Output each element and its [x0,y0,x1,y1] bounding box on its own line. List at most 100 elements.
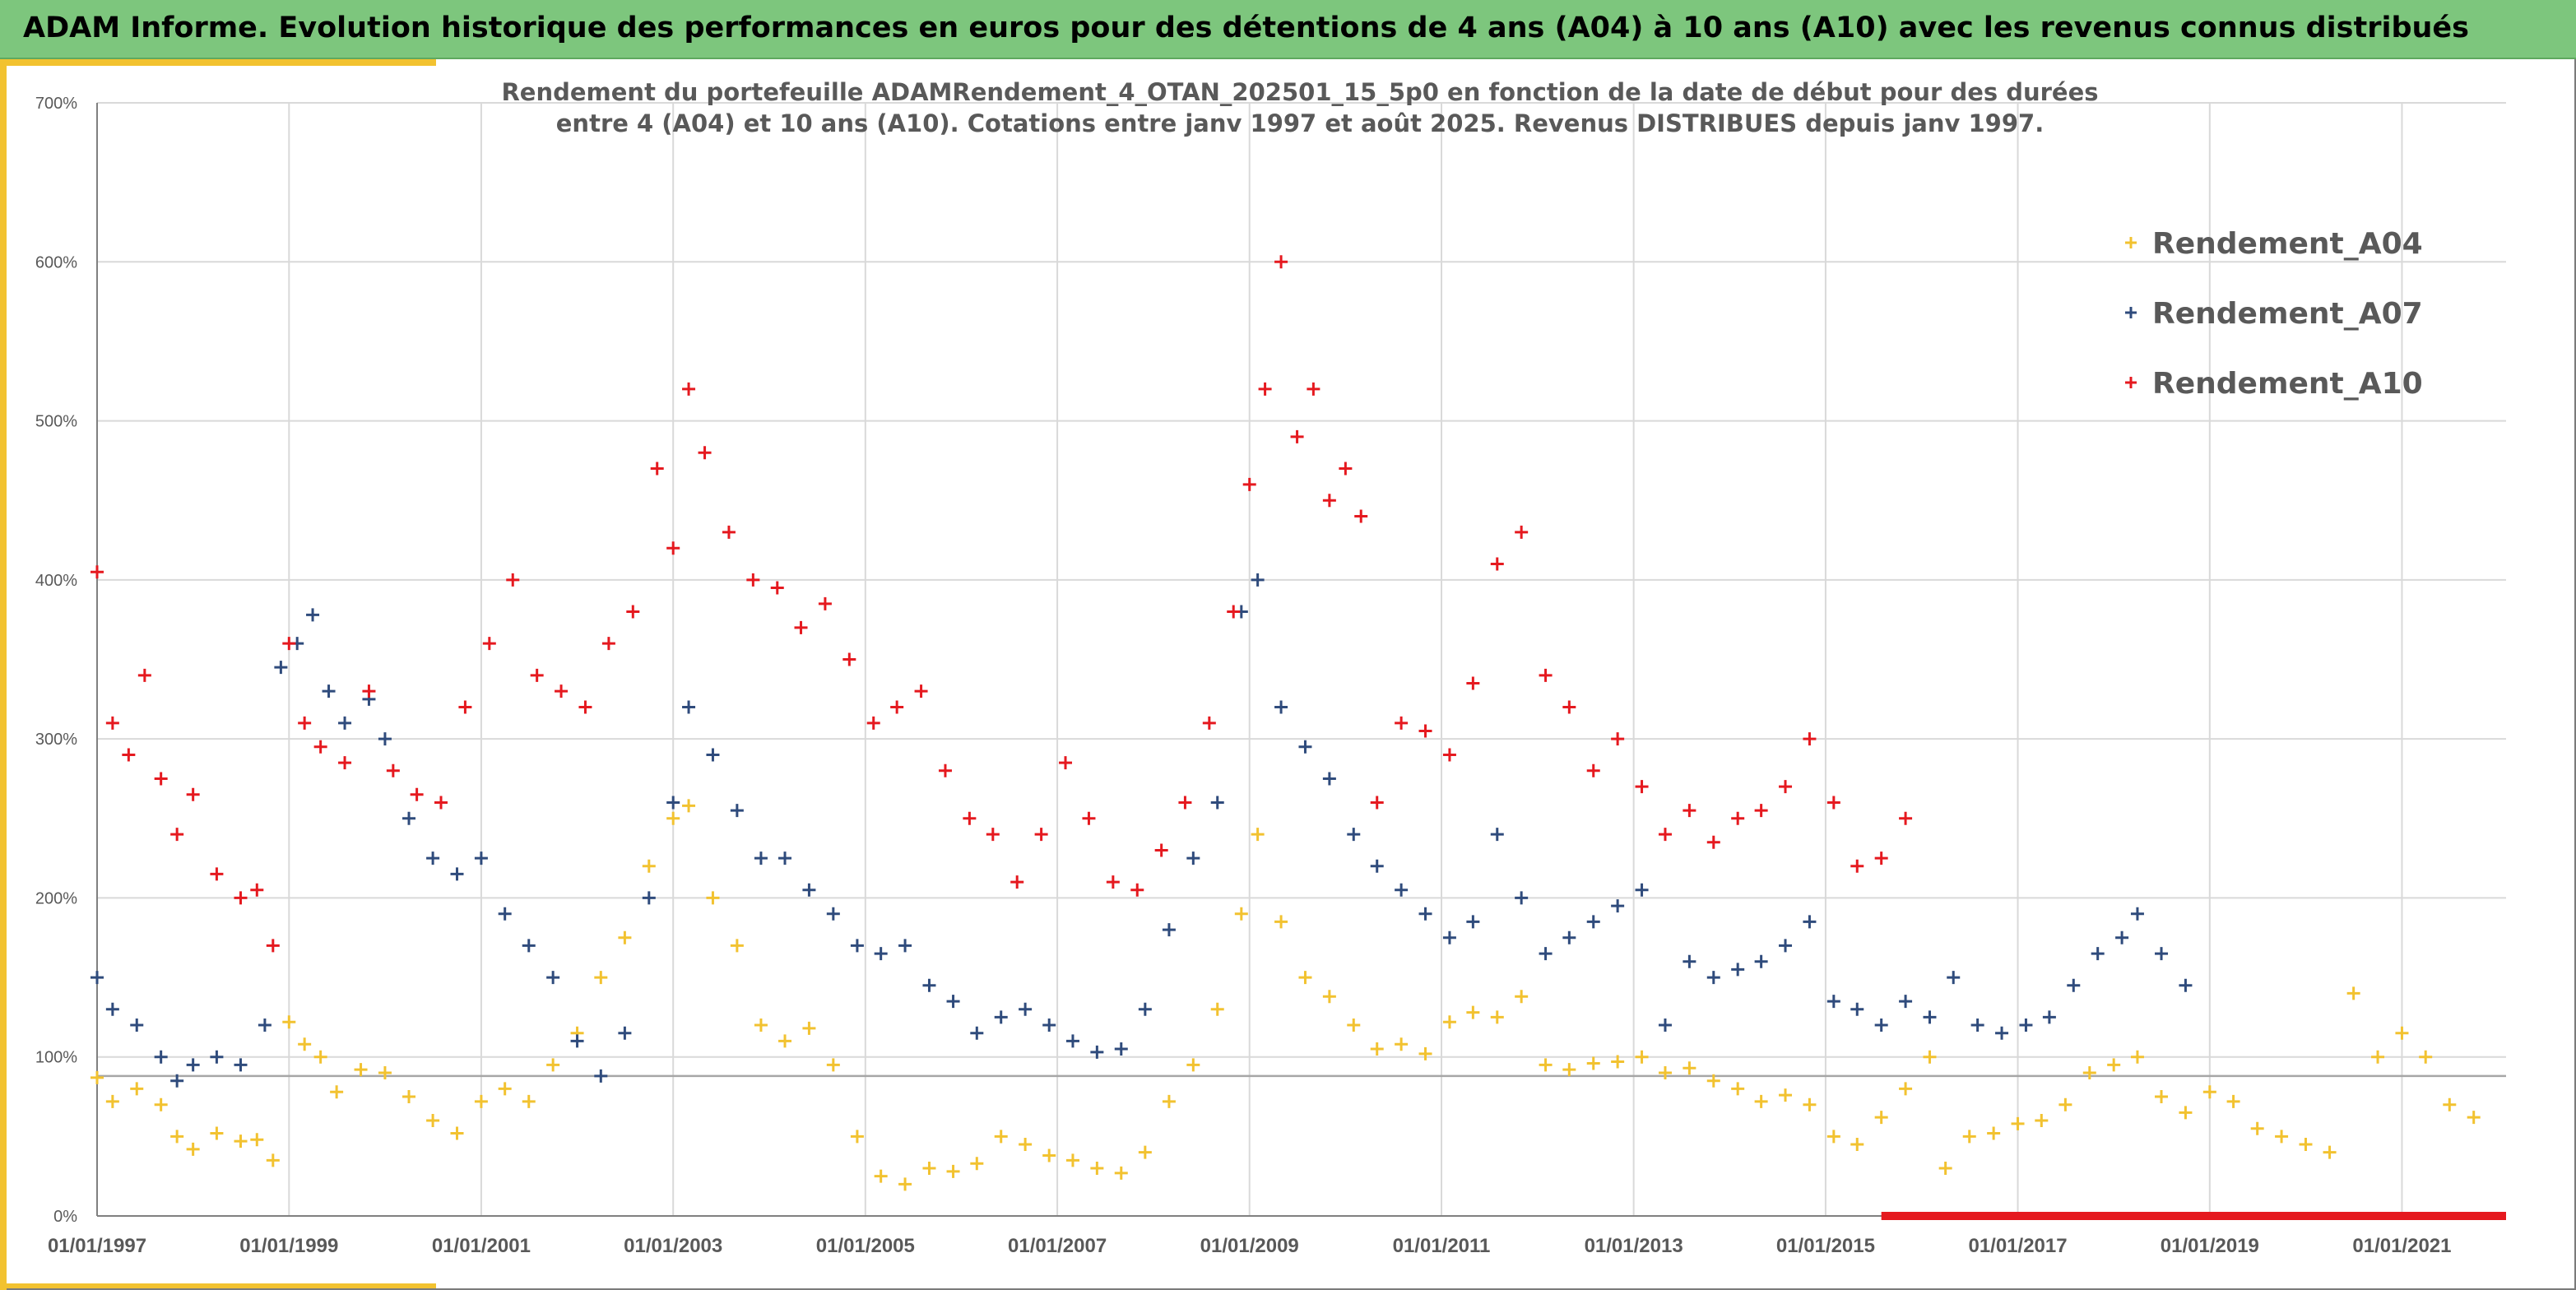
point-rendement-a07-83 [1995,1026,2009,1040]
point-rendement-a10-70 [1586,763,1600,777]
point-rendement-a07-56 [1347,828,1361,842]
point-rendement-a04-27 [666,811,680,825]
point-rendement-a07-72 [1731,963,1745,977]
zero-band [1881,1212,2506,1220]
point-rendement-a04-2 [130,1082,144,1096]
y-tick-label-7: 700% [35,95,77,113]
point-rendement-a07-33 [802,883,816,897]
point-rendement-a07-5 [186,1058,200,1072]
y-tick-label-2: 200% [35,889,77,907]
point-rendement-a04-44 [1065,1153,1079,1167]
chart-frame [7,59,2576,1290]
point-rendement-a04-63 [1515,990,1529,1004]
point-rendement-a07-50 [1210,796,1224,810]
point-rendement-a07-31 [754,851,768,865]
point-rendement-a04-86 [2058,1097,2072,1111]
legend-label-2: Rendement_A10 [2152,367,2423,401]
point-rendement-a10-51 [1202,716,1216,730]
point-rendement-a04-47 [1138,1145,1152,1159]
point-rendement-a07-35 [850,939,864,953]
point-rendement-a10-25 [601,637,615,651]
legend-marker-0 [2125,237,2137,248]
series-a10 [91,255,1913,953]
point-rendement-a04-97 [2323,1145,2337,1159]
point-rendement-a07-32 [778,851,792,865]
point-rendement-a04-0 [91,1070,104,1084]
legend-label-0: Rendement_A04 [2152,227,2423,261]
point-rendement-a04-49 [1186,1058,1200,1072]
point-rendement-a04-11 [298,1037,312,1051]
point-rendement-a07-8 [258,1019,272,1032]
point-rendement-a04-28 [682,799,696,813]
point-rendement-a04-14 [354,1063,368,1077]
point-rendement-a04-9 [266,1153,280,1167]
point-rendement-a04-60 [1442,1015,1456,1029]
point-rendement-a04-29 [706,891,720,905]
point-rendement-a10-27 [650,462,664,476]
point-rendement-a07-41 [994,1010,1008,1024]
point-rendement-a04-56 [1347,1019,1361,1032]
point-rendement-a10-0 [91,565,104,579]
x-tick-label-3: 01/01/2003 [624,1235,722,1257]
point-rendement-a07-37 [898,939,912,953]
point-rendement-a07-44 [1065,1034,1079,1048]
y-tick-label-1: 100% [35,1049,77,1067]
point-rendement-a10-30 [698,446,712,460]
point-rendement-a07-84 [2019,1019,2033,1032]
point-rendement-a04-46 [1114,1166,1128,1180]
x-tick-label-4: 01/01/2005 [816,1235,915,1257]
point-rendement-a07-42 [1019,1002,1033,1016]
point-rendement-a04-100 [2395,1026,2409,1040]
point-rendement-a04-68 [1635,1050,1649,1064]
point-rendement-a10-67 [1515,525,1529,539]
point-rendement-a10-3 [137,668,151,682]
point-rendement-a04-80 [1923,1050,1937,1064]
point-rendement-a04-40 [970,1157,984,1171]
point-rendement-a10-62 [1395,716,1409,730]
y-tick-label-0: 0% [53,1208,77,1226]
point-rendement-a04-35 [850,1130,864,1144]
point-rendement-a04-26 [642,859,656,873]
point-rendement-a07-85 [2042,1010,2056,1024]
point-rendement-a07-67 [1611,899,1625,913]
point-rendement-a07-12 [322,684,336,698]
point-rendement-a10-23 [555,684,569,698]
x-tick-label-2: 01/01/2001 [432,1235,531,1257]
point-rendement-a04-19 [474,1094,488,1108]
point-rendement-a07-78 [1874,1019,1888,1032]
point-rendement-a04-1 [105,1094,119,1108]
point-rendement-a04-102 [2443,1097,2457,1111]
point-rendement-a07-91 [2179,978,2193,992]
point-rendement-a10-82 [1874,851,1888,865]
point-rendement-a10-59 [1339,462,1353,476]
point-rendement-a04-82 [1962,1130,1976,1144]
point-rendement-a07-23 [570,1034,584,1048]
point-rendement-a04-61 [1466,1005,1480,1019]
point-rendement-a04-90 [2155,1090,2169,1104]
x-tick-label-7: 01/01/2011 [1393,1235,1491,1257]
point-rendement-a10-80 [1826,796,1840,810]
point-rendement-a10-71 [1611,732,1625,746]
x-tick-label-10: 01/01/2017 [1968,1235,2067,1257]
point-rendement-a07-76 [1826,995,1840,1009]
point-rendement-a10-26 [626,605,640,619]
point-rendement-a10-64 [1442,748,1456,762]
point-rendement-a04-53 [1274,915,1288,929]
point-rendement-a10-66 [1490,557,1504,571]
point-rendement-a10-21 [506,573,520,587]
point-rendement-a04-66 [1586,1056,1600,1070]
point-rendement-a10-33 [770,581,784,595]
point-rendement-a04-52 [1251,828,1265,842]
point-rendement-a07-70 [1683,954,1696,968]
point-rendement-a10-41 [963,811,977,825]
point-rendement-a04-69 [1658,1066,1672,1080]
point-rendement-a07-63 [1515,891,1529,905]
point-rendement-a10-69 [1562,700,1576,714]
series-a04 [91,799,2481,1191]
accent-bar-bottom [0,1283,436,1290]
point-rendement-a10-77 [1754,804,1768,818]
point-rendement-a10-58 [1322,494,1336,508]
point-rendement-a07-38 [922,978,936,992]
point-rendement-a04-99 [2371,1050,2385,1064]
point-rendement-a04-30 [730,939,744,953]
